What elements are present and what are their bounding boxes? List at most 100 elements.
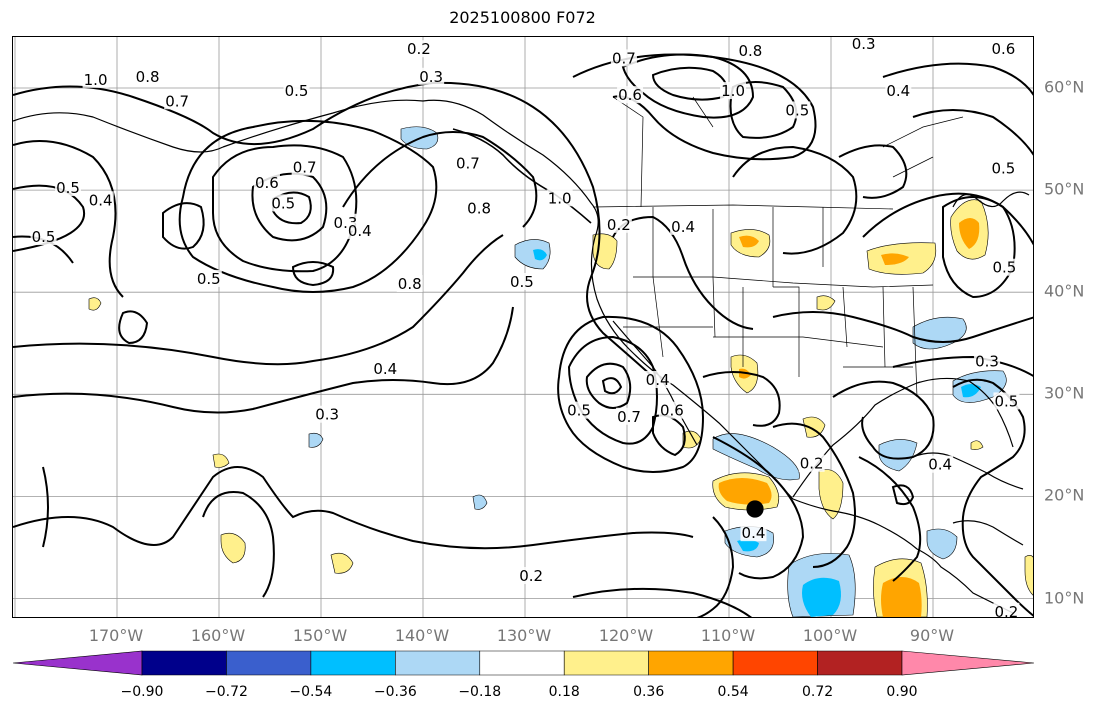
contour-label: 0.5 [785,101,809,119]
contour-label: 0.5 [992,259,1016,277]
contour-label-background [737,42,764,60]
contour-label: 0.4 [671,218,695,236]
contour-label-background [291,158,318,176]
colorbar-tick-label: −0.54 [289,684,333,700]
colorbar-segment [648,650,734,676]
contour-label-background [974,352,1001,370]
colorbar-tick-label: −0.36 [373,684,417,700]
anomaly-negative-patch [737,539,759,552]
contour-label: 0.8 [136,68,160,86]
contour-label-background [134,67,161,85]
latitude-tick-label: 40°N [1044,281,1085,301]
contour-label-background [740,524,767,542]
gridlines [13,37,1033,617]
anomaly-positive-patch [881,577,922,617]
contour-label: 0.5 [56,179,80,197]
contour-label: 0.7 [612,49,636,67]
anomaly-negative-patch [472,494,488,510]
anomaly-positive-patch [959,218,980,249]
contour-label: 0.6 [618,86,642,104]
contour-label: 1.0 [721,82,745,100]
contour-label-background [798,454,825,472]
contour-label: 1.0 [548,189,572,207]
contour-label-background [82,70,109,88]
contour-label: 0.5 [510,273,534,291]
contour-label: 0.3 [419,68,443,86]
contour-label-background [283,82,310,100]
map-frame[interactable]: 0.2 0.3 0.7 0.8 1.0 0.6 0.3 0.4 0.5 0.6 0.5 1.0 0.8 0… [12,36,1034,618]
contour-label: 0.8 [398,275,422,293]
anomaly-positive-patch [816,295,836,311]
contour-label-background [720,82,747,100]
contour-label: 0.8 [467,199,491,217]
contour-label: 0.2 [995,603,1019,618]
contour-label: 0.4 [886,82,910,100]
contour-label: 0.4 [373,360,397,378]
colorbar-extend-low [12,650,143,676]
contour-label-background [466,199,493,217]
anomaly-negative-patch [712,433,800,481]
contour-label: 0.4 [348,222,372,240]
latitude-tick-label: 50°N [1044,179,1085,199]
longitude-tick-label: 140°W [394,626,450,645]
contour-label-background [610,49,637,67]
contour-label-background [991,258,1018,276]
contour-label-background [55,179,82,197]
map-title: 2025100800 F072 [449,8,596,27]
longitude-tick-label: 150°W [292,626,348,645]
contour-label-background [314,405,341,423]
contour-label: 0.5 [567,402,591,420]
contour-label: 0.5 [32,228,56,246]
longitude-tick-label: 160°W [190,626,246,645]
anomaly-positive-patch [330,552,354,574]
contour-label: 0.5 [991,160,1015,178]
contour-label: 0.5 [995,392,1019,410]
contour-label: 0.3 [315,406,339,424]
location-marker [746,500,764,518]
contour-lines [13,53,1033,617]
contour-label: 1.0 [84,71,108,89]
anomaly-negative-patch [802,577,841,617]
coastlines [13,99,1030,614]
contour-label-background [546,189,573,207]
anomaly-negative-patch [912,316,967,350]
colorbar-tick-label: 0.18 [548,684,580,700]
anomaly-positive-patch [592,233,618,270]
colorbar-tick-label: −0.90 [120,684,164,700]
contour-label: 0.4 [646,371,670,389]
contour-label: 0.7 [165,92,189,110]
contour-label: 0.3 [852,37,876,53]
contour-label: 0.4 [928,456,952,474]
colorbar-segment [479,650,565,676]
anomaly-negative-patch [308,432,324,448]
contour-label-background [993,602,1020,617]
contour-label: 0.4 [742,524,766,542]
political-boundaries [592,96,964,398]
contour-label-background [396,275,423,293]
contour-label-background [346,221,373,239]
colorbar-tick-label: 0.54 [717,684,749,700]
longitude-tick-label: 100°W [802,626,858,645]
contour-label-background [454,154,481,172]
map-canvas[interactable]: 0.2 0.3 0.7 0.8 1.0 0.6 0.3 0.4 0.5 0.6 0.5 1.0 0.8 0… [13,37,1034,618]
contour-label-background [605,215,632,233]
contour-label-background [850,37,877,53]
latitude-tick-label: 30°N [1044,383,1085,403]
anomaly-negative-patch [514,239,551,270]
contour-label-background [195,269,222,287]
contour-label: 0.7 [617,408,641,426]
anomaly-positive-patch [970,440,984,450]
contour-label: 0.2 [519,567,543,585]
colorbar-segment [563,650,649,676]
contour-label-background [508,272,535,290]
colorbar-segment [310,650,396,676]
longitude-tick-label: 130°W [496,626,552,645]
contour-label: 0.2 [407,40,431,58]
latitude-tick-label: 60°N [1044,77,1085,97]
colorbar-segment [817,650,903,676]
contour-label-background [405,40,432,58]
contour-label-background [372,359,399,377]
contour-label-background [784,101,811,119]
longitude-tick-label: 110°W [700,626,756,645]
contour-label: 0.7 [293,159,317,177]
